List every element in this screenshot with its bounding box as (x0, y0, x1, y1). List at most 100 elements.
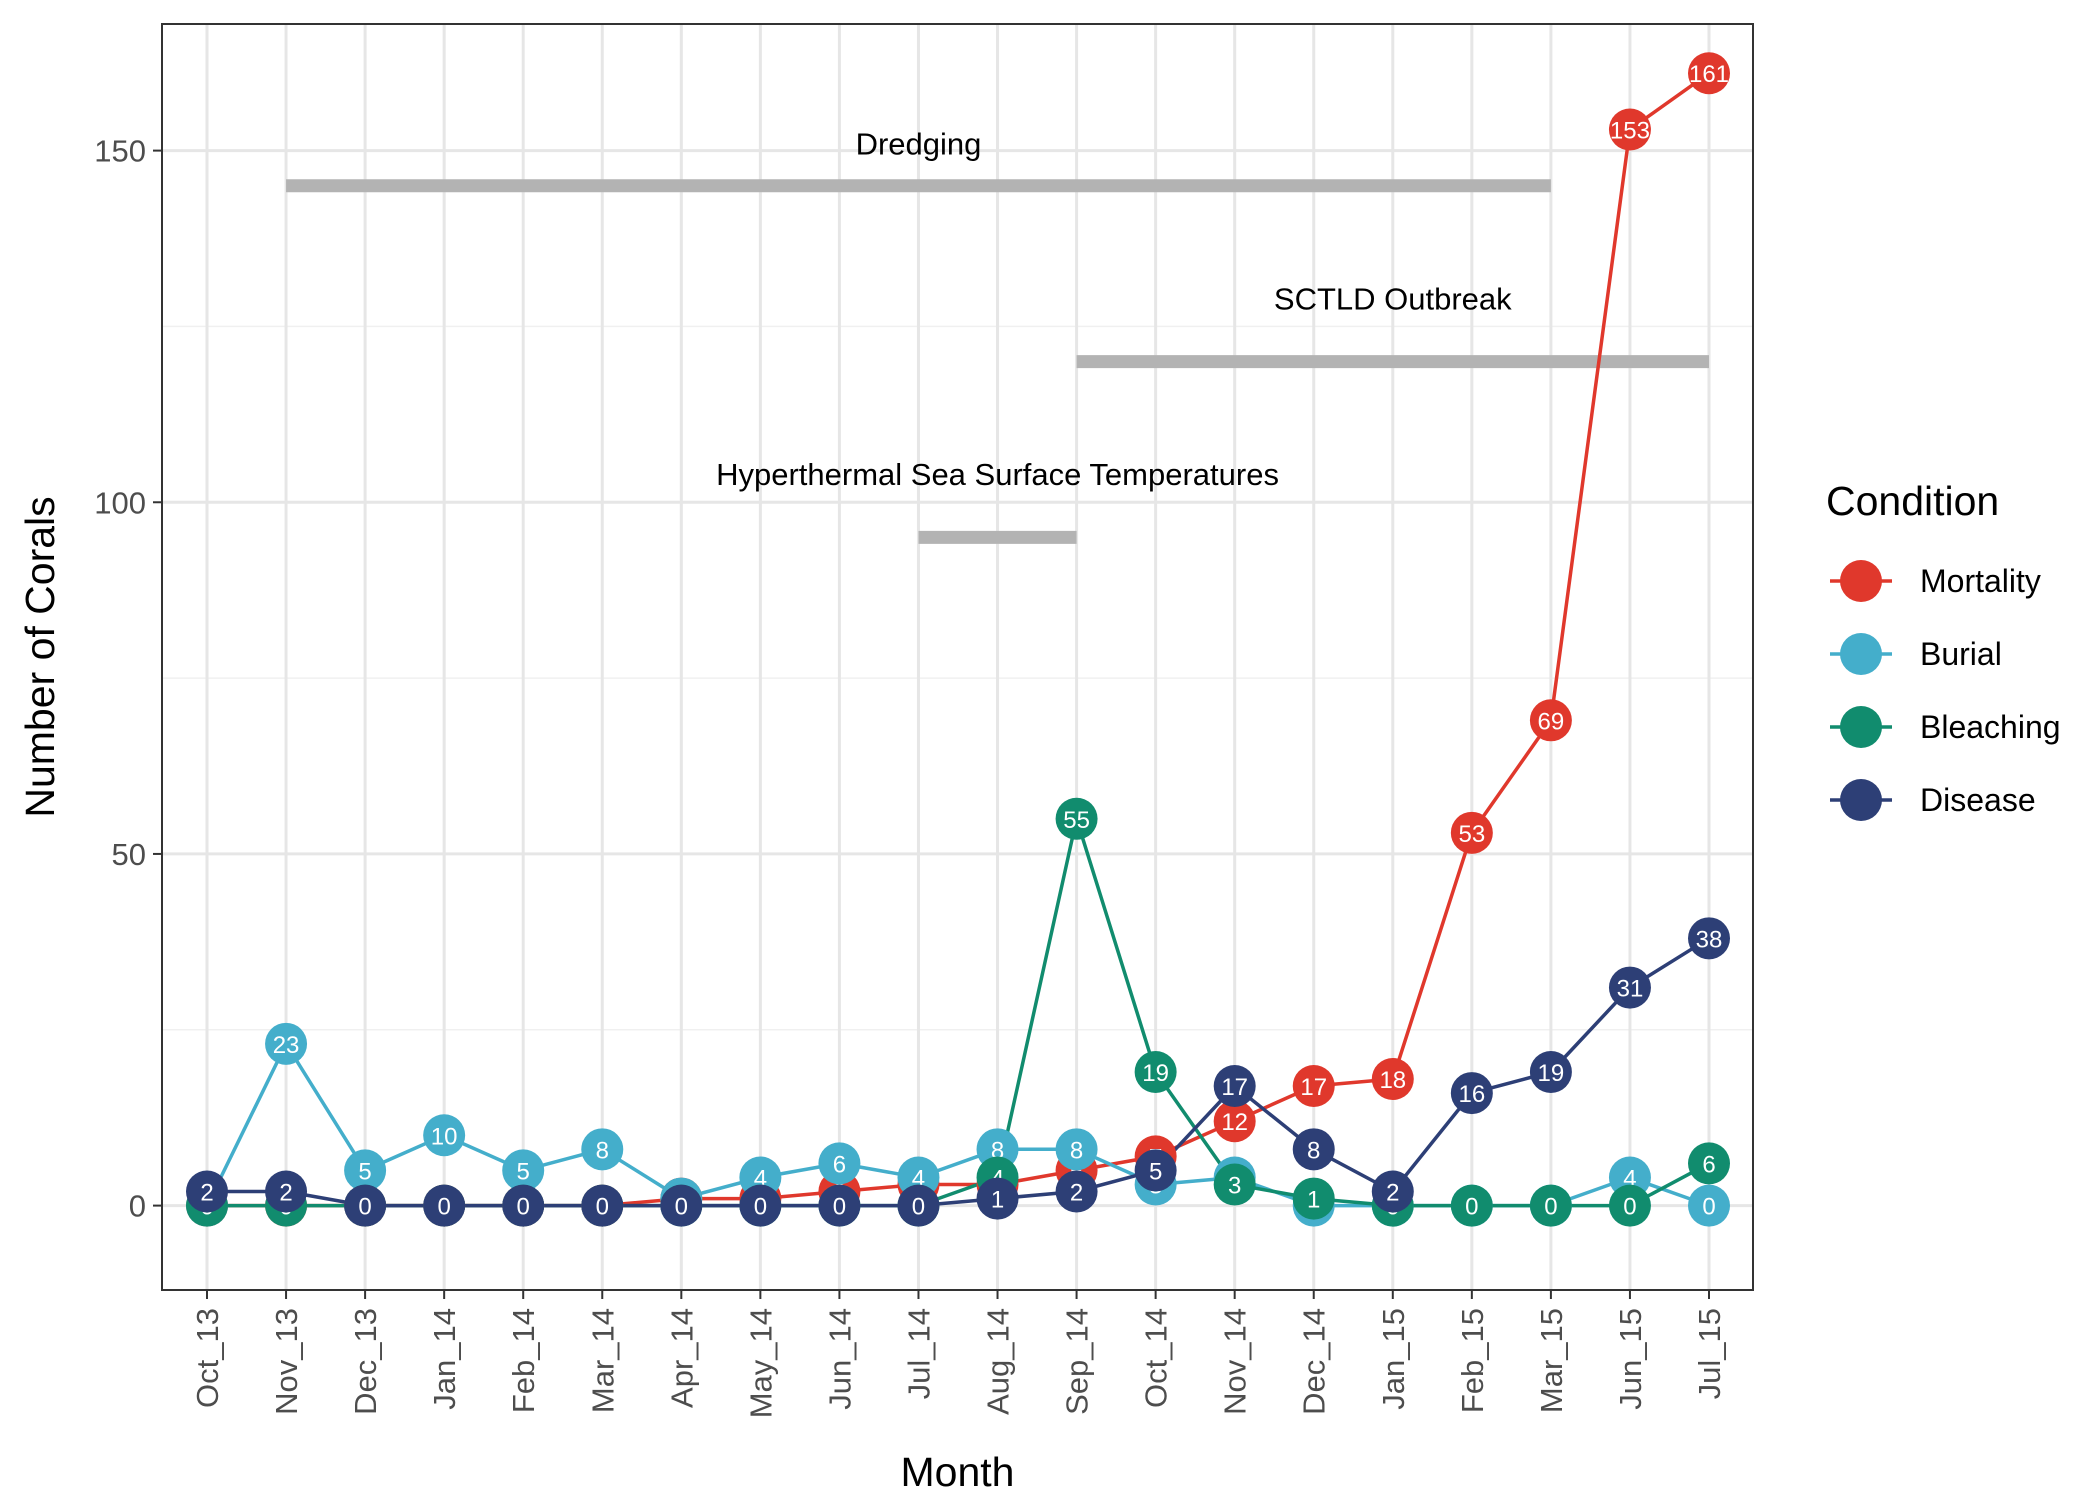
annotation-label: SCTLD Outbreak (1274, 281, 1512, 316)
data-point-disease (739, 1184, 782, 1227)
data-label-mortality: 161 (1689, 61, 1729, 88)
data-point-disease (1292, 1128, 1335, 1171)
data-label-mortality: 17 (1300, 1074, 1327, 1101)
data-label-disease: 0 (517, 1194, 530, 1221)
data-label-disease: 0 (358, 1194, 371, 1221)
data-label-disease: 19 (1538, 1060, 1565, 1087)
data-label-disease: 8 (1307, 1137, 1320, 1164)
x-tick-label: Aug_14 (981, 1308, 1016, 1415)
data-label-disease: 38 (1696, 926, 1723, 953)
x-tick-label: Jun_15 (1613, 1308, 1648, 1410)
data-point-bleaching (1292, 1177, 1335, 1220)
data-point-disease (1134, 1149, 1177, 1192)
series-points: 0000001123357121718536915316102351058146… (186, 52, 1730, 1227)
data-point-bleaching (1055, 797, 1098, 840)
y-tick-label: 0 (129, 1189, 146, 1224)
data-label-disease: 2 (279, 1180, 292, 1207)
x-tick-label: Dec_14 (1297, 1308, 1332, 1415)
x-tick-label: Feb_14 (506, 1308, 541, 1413)
data-label-bleaching: 0 (1623, 1194, 1636, 1221)
data-label-burial: 23 (273, 1032, 300, 1059)
data-label-mortality: 12 (1221, 1109, 1248, 1136)
data-point-burial (818, 1142, 861, 1185)
data-point-mortality (1292, 1065, 1335, 1108)
data-label-disease: 2 (1386, 1180, 1399, 1207)
x-tick-label: Sep_14 (1060, 1308, 1095, 1415)
data-point-bleaching (1213, 1163, 1256, 1206)
y-axis-title: Number of Corals (17, 496, 63, 817)
x-tick-label: Nov_14 (1218, 1308, 1253, 1415)
data-label-disease: 2 (1070, 1180, 1083, 1207)
data-point-disease (1688, 917, 1730, 960)
data-label-bleaching: 0 (1544, 1194, 1557, 1221)
data-point-mortality (1529, 699, 1572, 742)
data-label-mortality: 18 (1379, 1067, 1406, 1094)
data-label-mortality: 153 (1610, 118, 1650, 145)
data-label-burial: 8 (596, 1137, 609, 1164)
data-point-disease (897, 1184, 940, 1227)
y-tick-label: 100 (94, 485, 146, 520)
data-label-bleaching: 3 (1228, 1173, 1241, 1200)
data-point-disease (502, 1184, 545, 1227)
legend: Condition Mortality Burial Bleaching Diseas… (1826, 478, 2061, 821)
data-point-mortality (1688, 52, 1730, 95)
data-point-burial (344, 1149, 387, 1192)
data-point-burial (265, 1022, 308, 1065)
data-point-disease (1608, 966, 1651, 1009)
legend-key-point-disease (1840, 779, 1882, 821)
data-label-disease: 0 (912, 1194, 925, 1221)
x-tick-label: Jun_14 (822, 1308, 857, 1410)
data-point-mortality (1608, 108, 1651, 151)
data-label-bleaching: 19 (1142, 1060, 1169, 1087)
data-point-bleaching (1450, 1184, 1493, 1227)
data-label-bleaching: 1 (1307, 1187, 1320, 1214)
x-axis-title: Month (901, 1449, 1015, 1495)
data-point-disease (1055, 1170, 1098, 1213)
y-tick-label: 150 (94, 134, 146, 169)
data-label-mortality: 53 (1458, 821, 1485, 848)
data-label-burial: 5 (358, 1158, 371, 1185)
data-point-burial (502, 1149, 545, 1192)
x-tick-label: Dec_13 (348, 1308, 383, 1415)
data-point-burial (1055, 1128, 1098, 1171)
data-point-mortality (1213, 1100, 1256, 1143)
x-tick-label: Jul_15 (1692, 1308, 1727, 1399)
x-tick-label: Jan_14 (427, 1308, 462, 1410)
data-point-burial (581, 1128, 624, 1171)
legend-label-bleaching: Bleaching (1920, 709, 2061, 745)
x-tick-label: Oct_13 (190, 1308, 225, 1408)
legend-label-mortality: Mortality (1920, 563, 2041, 599)
annotation-label: Hyperthermal Sea Surface Temperatures (716, 457, 1279, 492)
x-tick-label: Mar_14 (585, 1308, 620, 1413)
data-label-mortality: 69 (1538, 708, 1565, 735)
annotation-label: Dredging (856, 127, 982, 162)
x-tick-label: May_14 (743, 1308, 778, 1418)
data-point-bleaching (1608, 1184, 1651, 1227)
data-label-bleaching: 55 (1063, 807, 1090, 834)
data-point-bleaching (1688, 1142, 1730, 1185)
data-point-disease (186, 1170, 228, 1213)
legend-key-point-mortality (1840, 560, 1882, 602)
data-point-mortality (1371, 1058, 1414, 1100)
data-point-bleaching (1529, 1184, 1572, 1227)
x-tick-label: Oct_14 (1139, 1308, 1174, 1408)
data-point-disease (344, 1184, 387, 1227)
legend-label-burial: Burial (1920, 636, 2002, 672)
x-tick-label: Apr_14 (664, 1308, 699, 1408)
data-label-disease: 0 (596, 1194, 609, 1221)
data-point-disease (1450, 1072, 1493, 1115)
x-tick-label: Mar_15 (1534, 1308, 1569, 1413)
data-point-burial (423, 1114, 466, 1157)
data-point-disease (1371, 1170, 1414, 1213)
data-label-burial: 0 (1702, 1194, 1715, 1221)
legend-key-point-burial (1840, 633, 1882, 675)
data-label-disease: 17 (1221, 1074, 1248, 1101)
data-point-bleaching (1134, 1050, 1177, 1093)
data-label-burial: 10 (431, 1123, 458, 1150)
x-tick-label: Jan_15 (1376, 1308, 1411, 1410)
data-point-disease (1529, 1050, 1572, 1093)
data-point-disease (1213, 1065, 1256, 1108)
